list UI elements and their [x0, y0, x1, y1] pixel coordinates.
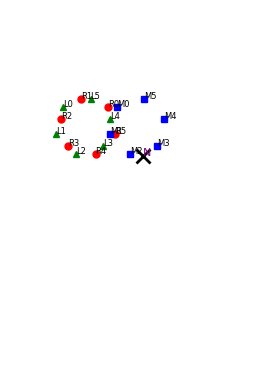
Text: M2: M2 [130, 146, 142, 156]
Text: R0: R0 [108, 99, 119, 109]
Text: N: N [143, 148, 152, 158]
Text: L1: L1 [56, 127, 66, 136]
Text: M1: M1 [110, 127, 122, 136]
Text: M4: M4 [164, 112, 177, 121]
Text: M0: M0 [117, 99, 130, 109]
Text: L4: L4 [110, 112, 120, 121]
Text: M3: M3 [157, 139, 169, 148]
Text: R3: R3 [68, 139, 80, 148]
Text: R5: R5 [115, 127, 126, 136]
Text: M5: M5 [144, 92, 157, 101]
Text: R1: R1 [81, 92, 92, 101]
Text: L2: L2 [76, 146, 86, 156]
Text: R4: R4 [95, 146, 107, 156]
Text: R2: R2 [61, 112, 72, 121]
Text: L5: L5 [91, 92, 100, 101]
Text: L3: L3 [103, 139, 113, 148]
Text: L0: L0 [63, 99, 73, 109]
